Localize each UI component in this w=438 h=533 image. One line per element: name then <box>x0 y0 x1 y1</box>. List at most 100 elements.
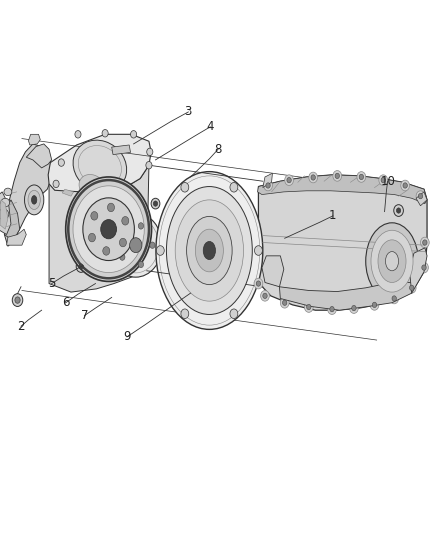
Polygon shape <box>258 175 427 310</box>
Polygon shape <box>416 192 427 206</box>
Ellipse shape <box>381 177 385 183</box>
Ellipse shape <box>418 193 423 199</box>
Ellipse shape <box>102 130 108 137</box>
Ellipse shape <box>4 188 12 196</box>
Ellipse shape <box>370 300 379 310</box>
Polygon shape <box>4 144 52 246</box>
Ellipse shape <box>166 187 252 314</box>
Ellipse shape <box>379 175 388 185</box>
Ellipse shape <box>335 173 339 179</box>
Ellipse shape <box>266 183 270 188</box>
Ellipse shape <box>175 200 244 301</box>
Polygon shape <box>26 144 52 168</box>
Ellipse shape <box>53 180 59 188</box>
Ellipse shape <box>328 304 336 314</box>
Ellipse shape <box>88 233 95 242</box>
Ellipse shape <box>130 238 142 253</box>
Ellipse shape <box>407 282 416 293</box>
Ellipse shape <box>0 209 9 220</box>
Ellipse shape <box>420 237 429 248</box>
Ellipse shape <box>120 254 125 260</box>
Ellipse shape <box>371 230 413 292</box>
Ellipse shape <box>254 246 262 255</box>
Ellipse shape <box>120 230 125 237</box>
Text: 7: 7 <box>81 309 88 322</box>
Ellipse shape <box>420 262 428 273</box>
Ellipse shape <box>83 198 134 261</box>
Ellipse shape <box>79 264 83 269</box>
Ellipse shape <box>58 159 64 166</box>
Ellipse shape <box>101 220 117 239</box>
Ellipse shape <box>330 306 334 312</box>
Ellipse shape <box>75 131 81 138</box>
Ellipse shape <box>401 180 410 191</box>
Ellipse shape <box>280 297 289 308</box>
Polygon shape <box>262 256 284 287</box>
Ellipse shape <box>287 177 291 183</box>
Text: 10: 10 <box>380 175 395 188</box>
Ellipse shape <box>333 171 342 181</box>
Ellipse shape <box>25 185 44 215</box>
Ellipse shape <box>263 293 267 298</box>
Ellipse shape <box>195 229 223 272</box>
Ellipse shape <box>187 216 232 285</box>
Text: 2: 2 <box>17 320 25 333</box>
Ellipse shape <box>264 180 272 191</box>
Ellipse shape <box>261 290 269 301</box>
Ellipse shape <box>150 242 155 248</box>
Polygon shape <box>48 134 151 192</box>
Polygon shape <box>0 200 8 229</box>
Text: 3: 3 <box>185 106 192 118</box>
Ellipse shape <box>230 182 238 192</box>
Ellipse shape <box>283 300 287 305</box>
Ellipse shape <box>138 261 144 268</box>
Ellipse shape <box>73 186 144 272</box>
Ellipse shape <box>181 309 189 319</box>
Ellipse shape <box>120 238 127 247</box>
Ellipse shape <box>103 247 110 255</box>
Ellipse shape <box>396 208 401 213</box>
Ellipse shape <box>76 261 86 272</box>
Ellipse shape <box>357 172 366 182</box>
Ellipse shape <box>416 191 425 201</box>
Ellipse shape <box>73 140 127 192</box>
Ellipse shape <box>203 241 215 260</box>
Ellipse shape <box>28 190 40 209</box>
Polygon shape <box>7 229 26 245</box>
Ellipse shape <box>254 278 263 289</box>
Ellipse shape <box>131 131 137 138</box>
Polygon shape <box>410 248 427 293</box>
Ellipse shape <box>378 240 406 282</box>
Ellipse shape <box>230 309 238 319</box>
Ellipse shape <box>12 294 23 306</box>
Ellipse shape <box>390 293 399 304</box>
Text: 6: 6 <box>62 296 70 309</box>
Ellipse shape <box>307 304 311 310</box>
Ellipse shape <box>110 213 162 277</box>
Text: 1: 1 <box>329 209 337 222</box>
Ellipse shape <box>138 223 144 229</box>
Ellipse shape <box>181 182 189 192</box>
Polygon shape <box>28 134 40 145</box>
Ellipse shape <box>156 172 263 329</box>
Polygon shape <box>62 189 74 196</box>
Ellipse shape <box>304 302 313 312</box>
Ellipse shape <box>372 302 377 308</box>
Ellipse shape <box>392 296 396 301</box>
Ellipse shape <box>285 175 293 185</box>
Ellipse shape <box>350 303 358 313</box>
Polygon shape <box>258 175 427 204</box>
Polygon shape <box>4 200 20 241</box>
Text: 4: 4 <box>206 120 214 133</box>
Ellipse shape <box>422 265 426 270</box>
Polygon shape <box>263 173 272 188</box>
Ellipse shape <box>352 305 356 311</box>
Ellipse shape <box>32 196 37 204</box>
Ellipse shape <box>366 223 418 300</box>
Ellipse shape <box>394 205 403 216</box>
Polygon shape <box>279 282 412 310</box>
Ellipse shape <box>153 201 158 206</box>
Ellipse shape <box>410 285 414 290</box>
Ellipse shape <box>423 240 427 245</box>
Ellipse shape <box>403 183 407 188</box>
